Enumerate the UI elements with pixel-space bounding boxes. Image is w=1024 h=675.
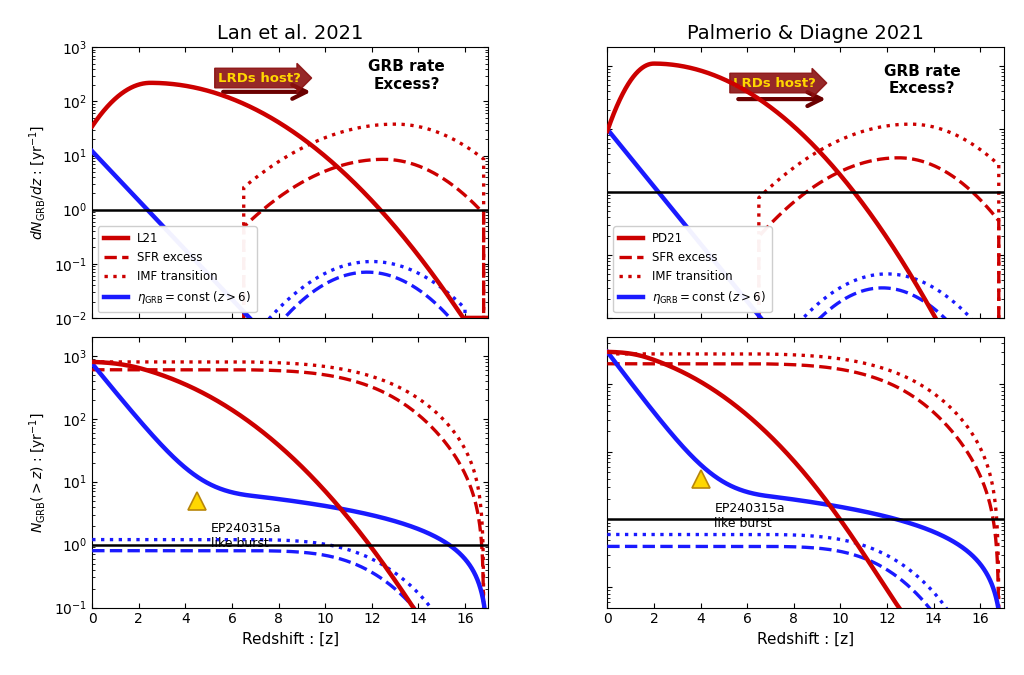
Text: EP240315a
like burst: EP240315a like burst <box>715 502 785 530</box>
Text: EP240315a
like burst: EP240315a like burst <box>211 522 282 550</box>
X-axis label: Redshift : [z]: Redshift : [z] <box>242 632 339 647</box>
Y-axis label: $dN_{\rm GRB}/dz$ : [yr$^{-1}$]: $dN_{\rm GRB}/dz$ : [yr$^{-1}$] <box>27 125 48 240</box>
Y-axis label: $N_{\rm GRB}(>z)$ : [yr$^{-1}$]: $N_{\rm GRB}(>z)$ : [yr$^{-1}$] <box>27 412 48 533</box>
Text: GRB rate
Excess?: GRB rate Excess? <box>884 64 961 97</box>
Title: Palmerio & Diagne 2021: Palmerio & Diagne 2021 <box>687 24 924 43</box>
Legend: L21, SFR excess, IMF transition, $\eta_{\rm GRB}=$const $(z>6)$: L21, SFR excess, IMF transition, $\eta_{… <box>98 227 257 312</box>
Title: Lan et al. 2021: Lan et al. 2021 <box>217 24 364 43</box>
X-axis label: Redshift : [z]: Redshift : [z] <box>757 632 854 647</box>
Text: LRDs host?: LRDs host? <box>218 72 301 84</box>
Legend: PD21, SFR excess, IMF transition, $\eta_{\rm GRB}=$const $(z>6)$: PD21, SFR excess, IMF transition, $\eta_… <box>613 227 772 312</box>
Text: LRDs host?: LRDs host? <box>733 76 816 90</box>
Text: GRB rate
Excess?: GRB rate Excess? <box>369 59 445 92</box>
